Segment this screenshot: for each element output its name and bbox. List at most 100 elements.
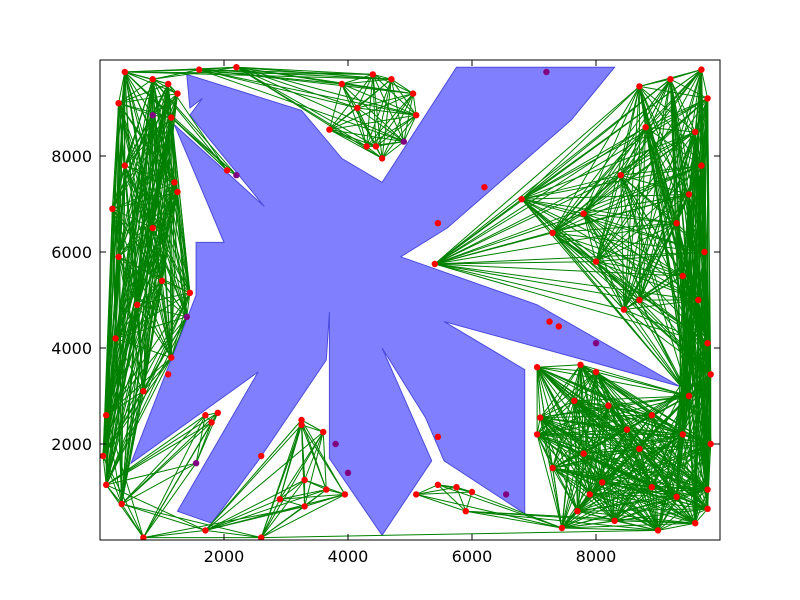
edge-line: [676, 131, 696, 224]
edge-line: [540, 417, 640, 450]
edge-line: [304, 431, 324, 481]
edge-line: [102, 338, 116, 457]
edge-line: [577, 510, 696, 524]
edge-line: [205, 431, 324, 531]
edge-line: [105, 316, 188, 416]
data-point: [701, 248, 708, 256]
edge-line: [121, 503, 144, 538]
edge-line: [124, 93, 178, 166]
edge-line: [115, 316, 187, 339]
edge-line: [434, 174, 622, 265]
data-point: [109, 205, 116, 212]
data-point: [134, 301, 141, 308]
data-point: [518, 196, 525, 203]
edge-line: [236, 66, 342, 85]
edge-line: [626, 429, 653, 488]
edge-line: [626, 429, 659, 531]
edge-line: [105, 390, 144, 416]
edge-line: [595, 175, 622, 262]
data-point: [341, 491, 349, 498]
edge-line: [626, 429, 683, 435]
data-point: [431, 260, 438, 268]
edge-line: [322, 431, 327, 490]
data-point: [115, 253, 122, 260]
edge-line: [561, 489, 708, 529]
data-point: [571, 397, 578, 404]
data-point: [258, 452, 265, 460]
edge-line: [205, 419, 302, 531]
edge-line: [583, 165, 702, 215]
edge-line: [657, 489, 708, 531]
data-point: [214, 409, 221, 416]
edge-line: [115, 280, 163, 339]
edge-line: [583, 453, 659, 531]
x-axis: 2000 4000 6000 8000: [204, 60, 616, 566]
edge-line: [304, 489, 327, 507]
edge-line: [105, 357, 172, 416]
edge-line: [670, 78, 708, 99]
edge-line: [391, 78, 414, 95]
data-point: [149, 76, 156, 83]
edge-line: [694, 131, 702, 166]
data-point: [223, 167, 231, 174]
edge-line: [595, 261, 699, 301]
edge-line: [118, 103, 172, 358]
edge-line: [521, 165, 702, 200]
data-point: [481, 184, 488, 191]
data-point: [546, 318, 553, 325]
edge-line: [137, 292, 191, 306]
scatter-points: [100, 63, 714, 540]
edge-line: [260, 493, 346, 539]
edge-line: [102, 93, 178, 457]
edge-line: [142, 414, 206, 538]
edge-line: [682, 434, 709, 490]
data-point: [611, 517, 618, 524]
edge-line: [199, 69, 373, 75]
data-point: [103, 412, 110, 419]
data-point: [636, 445, 643, 452]
data-point: [543, 68, 550, 76]
edge-line: [357, 107, 417, 116]
edge-line: [552, 405, 609, 469]
edge-line: [105, 484, 206, 531]
edge-line: [142, 227, 154, 392]
edge-line: [651, 486, 708, 491]
edge-line: [589, 429, 628, 495]
edge-line: [595, 371, 690, 397]
edge-line: [357, 93, 414, 109]
edge-line: [102, 455, 144, 538]
edge-line: [304, 431, 324, 507]
edge-line: [645, 127, 709, 490]
edge-line: [118, 93, 178, 104]
y-tick-label: 8000: [51, 147, 92, 166]
edge-line: [205, 529, 262, 539]
edge-line: [589, 493, 677, 498]
edge-line: [199, 69, 404, 143]
edge-line: [620, 86, 640, 176]
edge-line: [236, 66, 392, 80]
edge-line: [434, 232, 553, 265]
edge-line: [372, 73, 392, 80]
edge-line: [552, 467, 563, 529]
edge-line: [574, 395, 690, 402]
edge-line: [199, 69, 392, 80]
data-point: [183, 313, 190, 320]
edge-line: [372, 73, 414, 95]
data-point: [326, 126, 333, 133]
data-point: [112, 335, 119, 342]
edge-line: [112, 191, 178, 210]
edge-line: [167, 83, 228, 171]
edge-line: [539, 400, 575, 419]
edge-line: [583, 405, 609, 454]
edge-line: [552, 232, 640, 301]
edge-line: [279, 498, 305, 507]
edge-line: [521, 86, 640, 200]
edge-line: [536, 434, 563, 529]
data-point: [186, 289, 194, 296]
edge-line: [645, 127, 709, 344]
edge-line: [329, 129, 367, 147]
edge-line: [583, 213, 705, 253]
edge-line: [521, 198, 677, 224]
edge-line: [589, 486, 652, 495]
edge-line: [623, 86, 640, 310]
